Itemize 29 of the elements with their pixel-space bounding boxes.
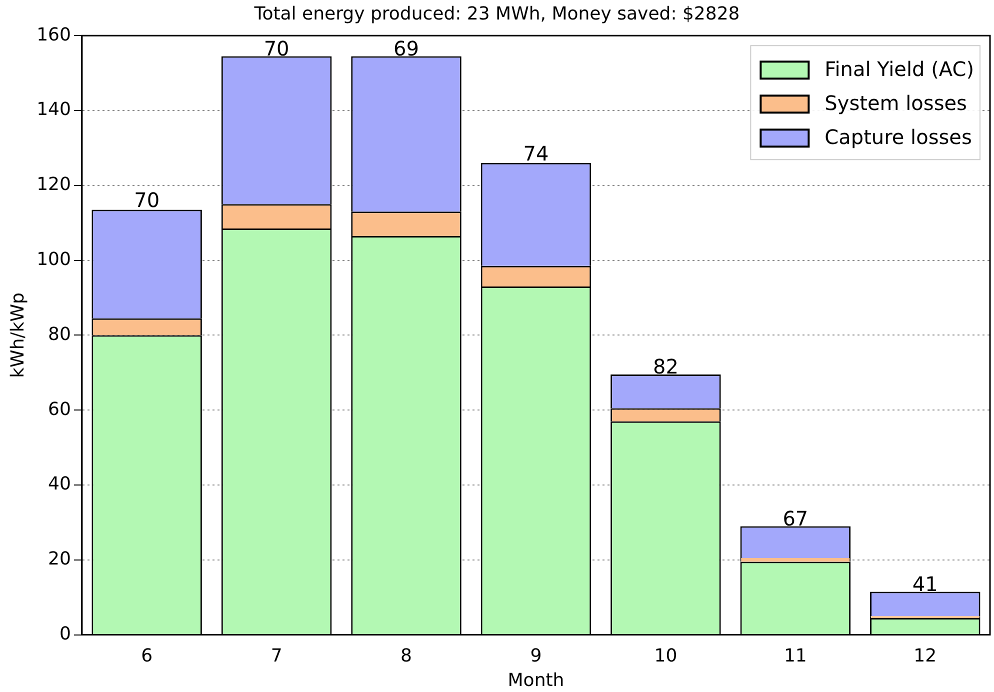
x-tick-label: 8 [400, 645, 412, 666]
y-tick-label: 20 [48, 548, 71, 570]
x-tick-label: 11 [784, 645, 807, 666]
chart-title: Total energy produced: 23 MWh, Money saved: $2828 [253, 3, 740, 24]
annotation: 70 [264, 36, 290, 60]
x-tick-label: 7 [270, 645, 282, 666]
legend-label: Capture losses [824, 124, 972, 149]
y-tick-label: 0 [60, 623, 71, 644]
y-tick-label: 120 [36, 174, 71, 196]
y-tick-label: 160 [36, 24, 71, 46]
y-tick-label: 40 [48, 474, 71, 495]
x-axis-title: Month [508, 670, 564, 691]
y-tick-label: 80 [48, 324, 71, 345]
y-tick-label: 100 [36, 248, 71, 270]
annotation: 82 [652, 354, 678, 379]
annotation: 67 [782, 506, 808, 530]
annotation: 69 [394, 36, 419, 60]
y-tick-label: 140 [36, 99, 71, 120]
y-axis-title: kWh/kWp [7, 292, 28, 378]
annotation: 70 [134, 188, 160, 212]
y-tick-label: 60 [48, 398, 71, 420]
x-tick-label: 12 [914, 645, 937, 666]
x-tick-label: 10 [654, 645, 678, 666]
legend-label: System losses [824, 90, 967, 115]
legend-label: Final Yield (AC) [824, 56, 974, 81]
annotation: 41 [912, 572, 938, 596]
annotation: 74 [523, 141, 549, 166]
x-tick-label: 6 [141, 645, 153, 666]
x-tick-label: 9 [530, 645, 542, 666]
